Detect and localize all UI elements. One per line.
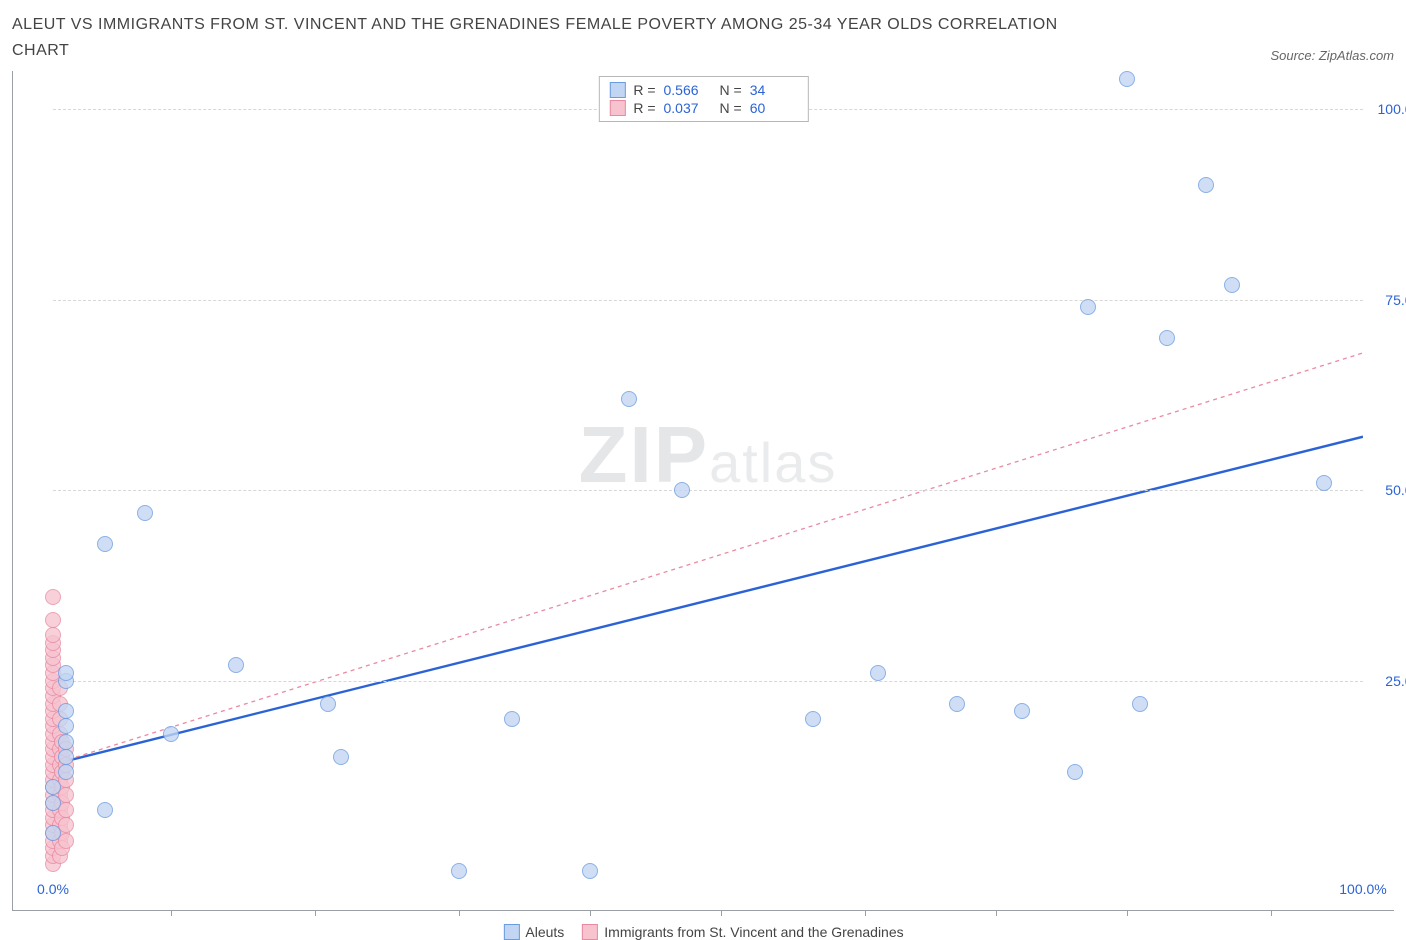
- legend-swatch-2-icon: [582, 924, 598, 940]
- x-minor-tick: [865, 910, 866, 916]
- data-point: [1067, 764, 1083, 780]
- data-point: [45, 779, 61, 795]
- data-point: [1132, 696, 1148, 712]
- data-point: [1080, 299, 1096, 315]
- data-point: [870, 665, 886, 681]
- x-minor-tick: [315, 910, 316, 916]
- data-point: [58, 734, 74, 750]
- data-point: [58, 764, 74, 780]
- data-point: [1198, 177, 1214, 193]
- y-tick-label: 50.0%: [1385, 482, 1406, 498]
- data-point: [582, 863, 598, 879]
- x-minor-tick: [1271, 910, 1272, 916]
- stats-row-series1: R = 0.566 N = 34: [609, 81, 797, 99]
- stats-r-label: R =: [633, 100, 655, 116]
- grid-line: [53, 490, 1363, 491]
- data-point: [674, 482, 690, 498]
- source-label: Source: ZipAtlas.com: [1270, 48, 1394, 63]
- chart-title: ALEUT VS IMMIGRANTS FROM ST. VINCENT AND…: [12, 12, 1112, 63]
- data-point: [949, 696, 965, 712]
- data-point: [97, 536, 113, 552]
- data-point: [621, 391, 637, 407]
- data-point: [1316, 475, 1332, 491]
- data-point: [97, 802, 113, 818]
- data-point: [58, 749, 74, 765]
- stats-n-value-1: 34: [750, 82, 798, 98]
- x-minor-tick: [459, 910, 460, 916]
- y-tick-label: 25.0%: [1385, 673, 1406, 689]
- data-point: [45, 612, 61, 628]
- data-point: [451, 863, 467, 879]
- data-point: [45, 795, 61, 811]
- data-point: [58, 665, 74, 681]
- data-point: [805, 711, 821, 727]
- data-point: [45, 589, 61, 605]
- legend-item-1: Aleuts: [503, 924, 564, 940]
- x-tick-label: 100.0%: [1339, 881, 1386, 897]
- data-point: [58, 703, 74, 719]
- chart-container: Female Poverty Among 25-34 Year Olds ZIP…: [12, 71, 1394, 911]
- data-point: [163, 726, 179, 742]
- trend-lines: [53, 71, 1363, 871]
- data-point: [1014, 703, 1030, 719]
- stats-box: R = 0.566 N = 34 R = 0.037 N = 60: [598, 76, 808, 122]
- x-minor-tick: [590, 910, 591, 916]
- y-tick-label: 100.0%: [1378, 101, 1406, 117]
- stats-r-label: R =: [633, 82, 655, 98]
- stats-row-series2: R = 0.037 N = 60: [609, 99, 797, 117]
- stats-n-label: N =: [720, 82, 742, 98]
- data-point: [1119, 71, 1135, 87]
- legend-label-1: Aleuts: [525, 924, 564, 940]
- data-point: [1159, 330, 1175, 346]
- data-point: [137, 505, 153, 521]
- legend-swatch-1-icon: [503, 924, 519, 940]
- grid-line: [53, 300, 1363, 301]
- data-point: [58, 718, 74, 734]
- x-minor-tick: [171, 910, 172, 916]
- legend-swatch-1-icon: [609, 82, 625, 98]
- grid-line: [53, 681, 1363, 682]
- legend-label-2: Immigrants from St. Vincent and the Gren…: [604, 924, 903, 940]
- x-minor-tick: [996, 910, 997, 916]
- x-minor-tick: [1127, 910, 1128, 916]
- chart-header: ALEUT VS IMMIGRANTS FROM ST. VINCENT AND…: [12, 12, 1394, 63]
- data-point: [1224, 277, 1240, 293]
- stats-r-value-2: 0.037: [664, 100, 712, 116]
- legend-swatch-2-icon: [609, 100, 625, 116]
- legend-item-2: Immigrants from St. Vincent and the Gren…: [582, 924, 903, 940]
- watermark: ZIPatlas: [579, 409, 838, 501]
- stats-n-value-2: 60: [750, 100, 798, 116]
- data-point: [228, 657, 244, 673]
- plot-area: ZIPatlas 25.0%50.0%75.0%100.0%0.0%100.0%: [53, 71, 1363, 871]
- y-tick-label: 75.0%: [1385, 292, 1406, 308]
- data-point: [504, 711, 520, 727]
- data-point: [320, 696, 336, 712]
- data-point: [45, 825, 61, 841]
- x-tick-label: 0.0%: [37, 881, 69, 897]
- watermark-atlas: atlas: [709, 431, 837, 494]
- stats-n-label: N =: [720, 100, 742, 116]
- stats-r-value-1: 0.566: [664, 82, 712, 98]
- data-point: [333, 749, 349, 765]
- x-minor-tick: [721, 910, 722, 916]
- legend-bottom: Aleuts Immigrants from St. Vincent and t…: [503, 924, 903, 940]
- data-point: [45, 627, 61, 643]
- watermark-zip: ZIP: [579, 410, 709, 499]
